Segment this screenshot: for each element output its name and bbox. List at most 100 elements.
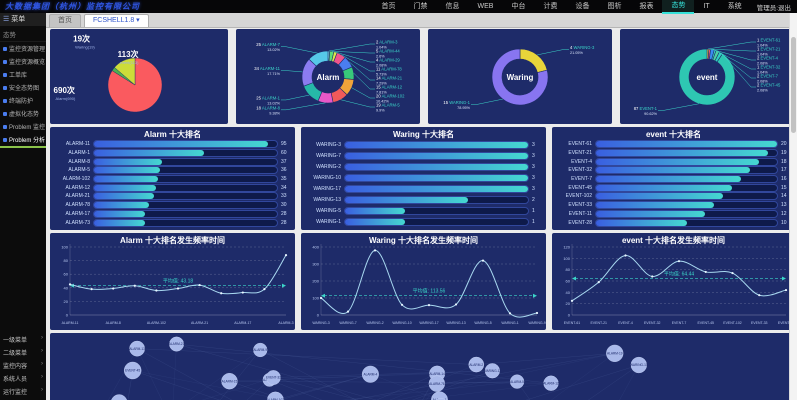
bar-fill xyxy=(94,210,146,217)
network-node[interactable]: ALARM-9 xyxy=(253,342,267,358)
bar-fill xyxy=(94,176,159,183)
network-node[interactable]: ALARM-21 xyxy=(169,336,185,352)
scrollbar-thumb[interactable] xyxy=(791,37,796,133)
sidebar-item-3[interactable]: 工单库 xyxy=(0,68,46,81)
network-node[interactable]: WARING-10 xyxy=(630,356,648,374)
network-node[interactable]: ALARM-4 xyxy=(361,365,379,383)
svg-text:34 ALARM-11: 34 ALARM-11 xyxy=(254,66,280,71)
svg-text:ALARM-14: ALARM-14 xyxy=(429,372,445,376)
sidebar-bottom-item-2[interactable]: 二级菜单 › xyxy=(0,346,46,359)
bar-track xyxy=(93,166,278,175)
svg-text:ALARM-9: ALARM-9 xyxy=(253,348,267,352)
top-menu-item-8[interactable]: 图析 xyxy=(607,3,622,10)
svg-text:19次: 19次 xyxy=(73,34,90,44)
chevron-right-icon: › xyxy=(41,387,43,393)
chevron-right-icon: › xyxy=(41,374,43,380)
sidebar-item-6[interactable]: 虚拟化态势 xyxy=(0,107,46,120)
svg-text:4 ALARM-29: 4 ALARM-29 xyxy=(376,58,400,63)
bar-fill xyxy=(596,210,705,217)
top-menu-item-9[interactable]: 报表 xyxy=(639,3,654,10)
bar-fill xyxy=(596,219,687,226)
bar-value: 37 xyxy=(281,158,287,165)
sidebar-bottom-item-label: 监控内容 xyxy=(3,364,28,370)
tab-2[interactable]: FCSHELL1.8 ▾ xyxy=(84,14,149,27)
bar-row: EVENT-102 14 xyxy=(556,192,791,201)
sidebar-item-5[interactable]: 终端防护 xyxy=(0,94,46,107)
sidebar-item-4[interactable]: 安全态势图 xyxy=(0,81,46,94)
top-menu-item-5[interactable]: 中台 xyxy=(511,3,526,10)
bar-label: ALARM-73 xyxy=(65,219,90,226)
bar-row: WARING-7 3 xyxy=(305,152,542,161)
bar-track xyxy=(93,218,278,227)
user-logout-link[interactable]: 管理员:退出 xyxy=(756,4,791,12)
sidebar-header[interactable]: ☰ 菜单 xyxy=(0,13,46,26)
top-menu-item-11[interactable]: IT xyxy=(703,3,710,10)
sidebar-item-2[interactable]: 监控资源概览 xyxy=(0,55,46,68)
network-node[interactable]: EVENT-33 xyxy=(266,370,281,385)
tab-1[interactable]: 首页 xyxy=(49,14,81,27)
svg-text:ALARM-5: ALARM-5 xyxy=(510,380,524,384)
bar-value: 34 xyxy=(281,184,287,191)
sidebar-item-8[interactable]: Problem 分析 xyxy=(0,133,46,148)
top-menu: 首页 门禁 信息 WEB 中台 计费 设备 图析 报表 态势 IT 系统 xyxy=(373,0,751,14)
bar-fill xyxy=(596,150,768,157)
svg-text:11 ALARM-78: 11 ALARM-78 xyxy=(376,67,402,72)
sidebar-bottom-item-1[interactable]: 一级菜单 › xyxy=(0,333,46,346)
top-menu-item-6[interactable]: 计费 xyxy=(543,3,558,10)
network-node[interactable]: ALARM-15 xyxy=(221,372,238,390)
alarm-trend-panel: Alarm 十大排名发生频率时间 0 20 40 60 80 100 平均值: 43.18 A… xyxy=(50,233,295,330)
top-menu-item-2[interactable]: 门禁 xyxy=(413,3,428,10)
svg-text:87 EVENT-1: 87 EVENT-1 xyxy=(634,106,658,111)
svg-text:13.02%: 13.02% xyxy=(267,101,281,105)
chevron-right-icon: › xyxy=(41,348,43,354)
event-donut-chart: 1 EVENT-611.04%1 EVENT-211.04%2 EVENT-42… xyxy=(634,38,781,116)
svg-text:10.42%: 10.42% xyxy=(376,100,390,104)
svg-text:18 ALARM-8: 18 ALARM-8 xyxy=(256,105,280,110)
bar-row: ALARM-1 60 xyxy=(54,149,291,158)
network-node[interactable]: ALARM-102 xyxy=(267,391,285,400)
top-menu-item-7[interactable]: 设备 xyxy=(575,3,590,10)
network-node[interactable]: ALARM-7 xyxy=(111,394,128,400)
top-menu-item-4[interactable]: WEB xyxy=(477,3,494,10)
waring-donut-chart: 4 WARING-321.05% 15 WARING-178.95% Waring xyxy=(443,45,595,110)
network-node[interactable]: ALARM-19 xyxy=(606,344,624,362)
bar-value: 20 xyxy=(781,141,787,148)
waring-trend-title: Waring 十大排名发生频率时间 xyxy=(368,236,479,245)
sidebar-item-1[interactable]: 监控资源管理 xyxy=(0,42,46,55)
sidebar-bottom-item-3[interactable]: 监控内容 › xyxy=(0,359,46,372)
top-menu-item-1[interactable]: 首页 xyxy=(381,3,396,10)
bar-label: EVENT-7 xyxy=(571,176,592,183)
svg-text:7.29%: 7.29% xyxy=(376,82,387,86)
bar-track xyxy=(595,157,778,166)
sidebar-bottom-item-4[interactable]: 系统人员 › xyxy=(0,372,46,385)
bar-row: ALARM-21 33 xyxy=(54,192,291,201)
bar-track xyxy=(93,209,278,218)
bar-row: WARING-1 1 xyxy=(305,217,542,226)
page-scrollbar[interactable] xyxy=(789,13,797,400)
svg-text:ALARM-3: ALARM-3 xyxy=(278,321,293,325)
svg-text:400: 400 xyxy=(312,245,319,250)
bar-track xyxy=(595,149,778,158)
svg-text:5.73%: 5.73% xyxy=(376,73,387,77)
top-menu-item-10[interactable]: 态势 xyxy=(662,0,695,14)
network-node[interactable]: ALARM-2 xyxy=(468,356,485,373)
top-menu-item-3[interactable]: 信息 xyxy=(445,3,460,10)
top-menu-item-12[interactable]: 系统 xyxy=(727,3,742,10)
bar-label: EVENT-32 xyxy=(568,167,592,174)
network-node[interactable]: ALARM-12 xyxy=(543,375,559,391)
bar-fill xyxy=(345,153,528,160)
svg-text:200: 200 xyxy=(312,279,319,284)
network-node[interactable]: EVENT-45 xyxy=(123,361,142,380)
network-node[interactable]: ALARM-78 xyxy=(428,375,446,392)
network-node[interactable]: ALARM-13 xyxy=(129,340,145,357)
network-node[interactable]: WARING-13 xyxy=(484,363,502,379)
bar-track xyxy=(93,175,278,184)
sidebar-item-7[interactable]: Problem 监控 xyxy=(0,120,46,133)
svg-text:ALARM-21: ALARM-21 xyxy=(169,342,185,346)
sidebar-bottom-item-5[interactable]: 运行监控 › xyxy=(0,385,46,398)
network-node[interactable]: ALARM-5 xyxy=(509,374,524,389)
bar-row: EVENT-11 12 xyxy=(556,209,791,218)
bar-row: ALARM-17 28 xyxy=(54,209,291,218)
svg-text:4 WARING-3: 4 WARING-3 xyxy=(570,45,595,50)
